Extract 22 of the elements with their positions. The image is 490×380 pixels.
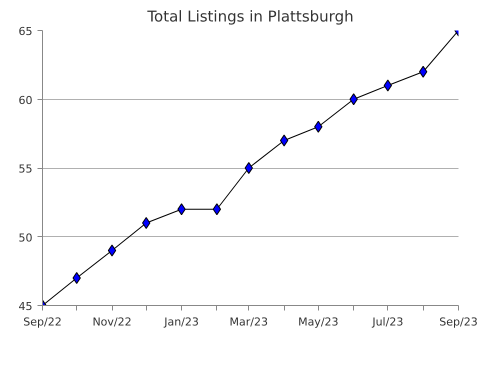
- x-tick-label: Nov/22: [92, 316, 132, 328]
- y-tick-label: 60: [18, 94, 33, 107]
- point: [349, 93, 358, 106]
- y-tick-label: 45: [18, 300, 33, 313]
- point: [280, 134, 288, 146]
- point: [142, 217, 150, 229]
- x-tick-label: Jan/23: [163, 316, 199, 328]
- x-tick-label: Sep/23: [439, 316, 478, 328]
- x-tick-label: Jul/23: [371, 316, 404, 328]
- point: [212, 203, 222, 216]
- chart-title: Total Listings in Plattsburgh: [146, 8, 354, 26]
- point: [384, 80, 392, 92]
- x-tick-label: May/23: [298, 316, 339, 328]
- point: [244, 162, 253, 174]
- x-tick-label: Sep/22: [23, 316, 62, 328]
- y-tick-label: 65: [18, 25, 33, 38]
- x-tick-label: Mar/23: [230, 316, 268, 328]
- point: [72, 272, 81, 284]
- y-tick-label: 50: [18, 231, 33, 244]
- point: [108, 244, 116, 256]
- point: [177, 203, 186, 216]
- y-tick-label: 55: [18, 162, 33, 176]
